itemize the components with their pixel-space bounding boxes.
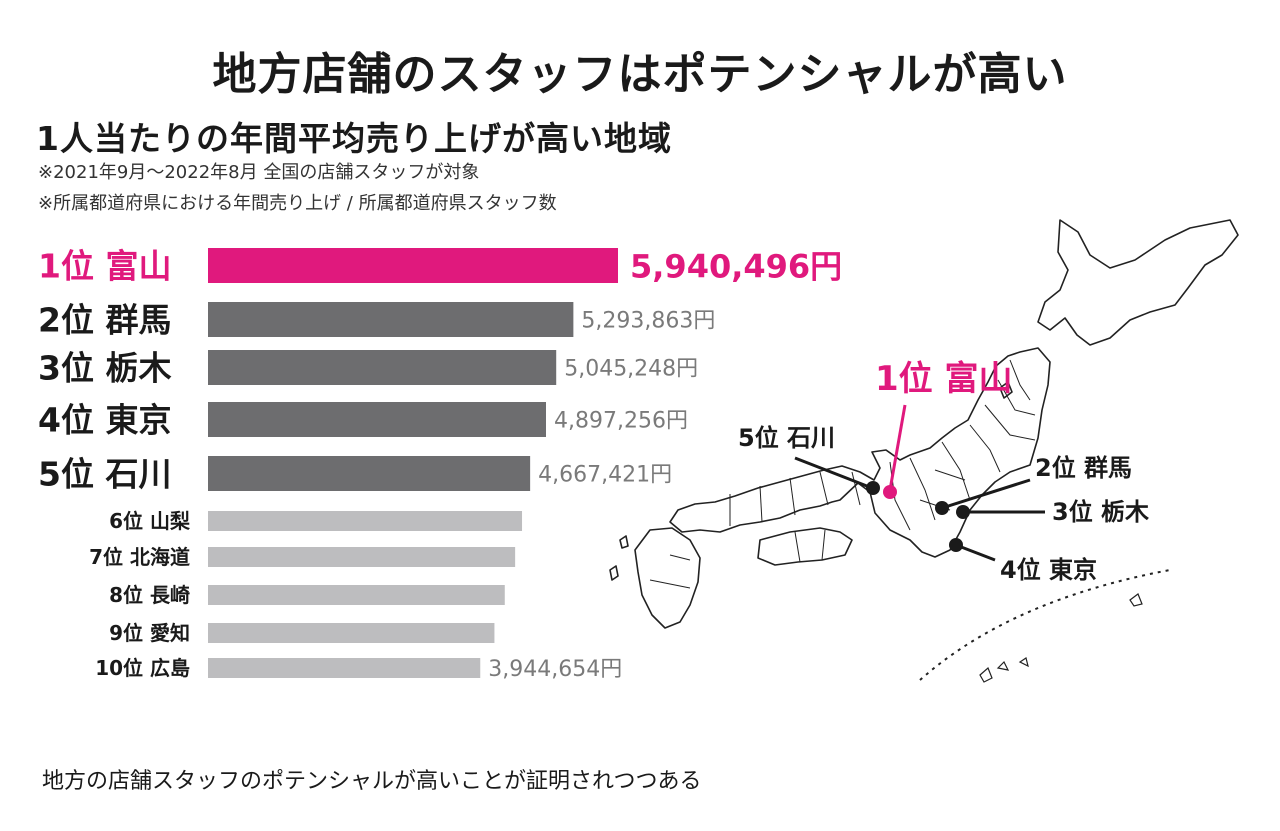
callout-label-toyama: 1位 富山 (875, 359, 1013, 399)
value-label-3: 5,045,248円 (564, 357, 698, 382)
category-label-8: 8位 長崎 (109, 583, 190, 607)
hokkaido-shape (1037, 219, 1239, 346)
bar-3 (208, 350, 557, 385)
value-label-2: 5,293,863円 (581, 309, 715, 334)
value-label-1: 5,940,496円 (630, 248, 842, 286)
okinawa-islands (979, 593, 1143, 683)
callout-tokyo: 4位 東京 (949, 538, 1097, 584)
category-label-9: 9位 愛知 (109, 621, 190, 645)
headline: 地方店舗のスタッフはポテンシャルが高い (212, 49, 1068, 100)
callout-label-ishikawa: 5位 石川 (738, 424, 835, 452)
category-label-5: 5位 石川 (38, 455, 171, 494)
bar-2 (208, 302, 574, 337)
callout-label-tochigi: 3位 栃木 (1052, 498, 1150, 526)
kyushu-shape (634, 527, 701, 629)
prefecture-borders (649, 359, 1036, 589)
callout-label-tokyo: 4位 東京 (1000, 556, 1097, 584)
bar-4 (208, 402, 546, 437)
chart-subtitle: 1人当たりの年間平均売り上げが高い地域 (36, 119, 672, 158)
category-label-2: 2位 群馬 (38, 301, 171, 340)
category-label-4: 4位 東京 (38, 401, 171, 440)
japan-map: 1位 富山 5位 石川 2位 群馬 3位 栃木 4位 東京 (609, 219, 1239, 683)
bar-6 (208, 511, 523, 531)
bar-9 (208, 623, 495, 643)
callout-gunma: 2位 群馬 (935, 454, 1132, 515)
callout-label-gunma: 2位 群馬 (1035, 454, 1132, 482)
okinawa-divider-line (919, 569, 1171, 681)
note-formula: ※所属都道府県における年間売り上げ / 所属都道府県スタッフ数 (38, 193, 557, 214)
bar-5 (208, 456, 531, 491)
ranking-bar-chart: 1位 富山 5,940,496円 2位 群馬 5,293,863円 3位 栃木 5,045… (38, 247, 842, 683)
footer-caption: 地方の店舗スタッフのポテンシャルが高いことが証明されつつある (42, 769, 702, 794)
shikoku-shape (757, 527, 853, 566)
callout-ishikawa: 5位 石川 (738, 424, 880, 495)
japan-map-outline (609, 219, 1239, 629)
sado-shape (999, 381, 1013, 399)
bar-1 (208, 248, 618, 283)
bar-10 (208, 658, 481, 678)
category-label-10: 10位 広島 (95, 656, 190, 680)
category-label-6: 6位 山梨 (109, 509, 191, 533)
value-label-4: 4,897,256円 (554, 409, 688, 434)
callout-tochigi: 3位 栃木 (956, 498, 1150, 526)
bar-7 (208, 547, 516, 567)
value-label-5: 4,667,421円 (538, 463, 672, 488)
value-label-10: 3,944,654円 (488, 657, 622, 682)
category-label-7: 7位 北海道 (89, 545, 190, 569)
callout-toyama: 1位 富山 (875, 359, 1013, 499)
bar-8 (208, 585, 505, 605)
category-label-3: 3位 栃木 (38, 349, 171, 388)
category-label-1: 1位 富山 (38, 247, 171, 286)
note-period: ※2021年9月〜2022年8月 全国の店舗スタッフが対象 (38, 162, 480, 183)
